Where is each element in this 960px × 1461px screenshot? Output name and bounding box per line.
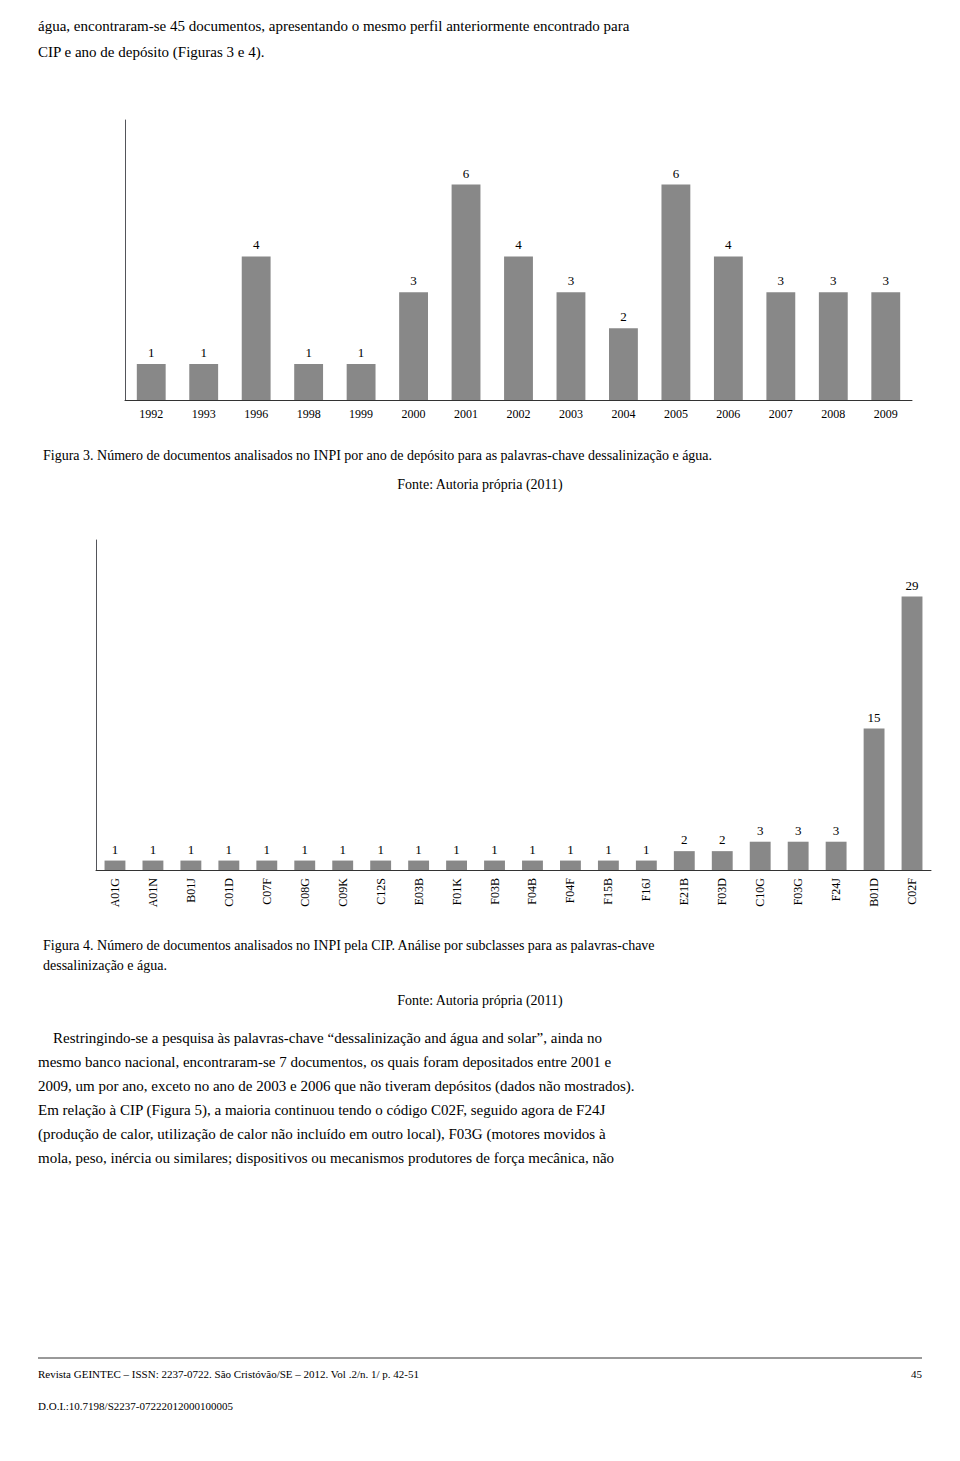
svg-text:1: 1 xyxy=(643,842,650,857)
svg-text:3: 3 xyxy=(833,823,840,838)
svg-text:dessalinização e água.: dessalinização e água. xyxy=(43,958,167,973)
svg-text:2002: 2002 xyxy=(507,407,531,421)
svg-text:1998: 1998 xyxy=(297,407,321,421)
svg-text:3: 3 xyxy=(795,823,802,838)
svg-text:Fonte: Autoria própria (2011): Fonte: Autoria própria (2011) xyxy=(397,993,563,1009)
svg-text:45: 45 xyxy=(911,1368,923,1380)
svg-text:F15B: F15B xyxy=(601,878,615,905)
svg-text:F03B: F03B xyxy=(488,878,502,905)
svg-text:1: 1 xyxy=(264,842,271,857)
svg-text:1: 1 xyxy=(226,842,233,857)
svg-text:1: 1 xyxy=(339,842,346,857)
svg-text:2004: 2004 xyxy=(611,407,635,421)
svg-text:1: 1 xyxy=(491,842,498,857)
svg-text:D.O.I.:10.7198/S2237-072220120: D.O.I.:10.7198/S2237-07222012000100005 xyxy=(38,1400,233,1412)
svg-text:água, encontraram-se 45 docume: água, encontraram-se 45 documentos, apre… xyxy=(38,18,630,34)
svg-text:F16J: F16J xyxy=(639,878,653,902)
svg-text:C10G: C10G xyxy=(753,878,767,907)
svg-text:C02F: C02F xyxy=(905,878,919,905)
svg-text:4: 4 xyxy=(515,237,522,252)
svg-text:Revista GEINTEC – ISSN: 2237-0: Revista GEINTEC – ISSN: 2237-0722. São C… xyxy=(38,1368,419,1380)
svg-text:F24J: F24J xyxy=(829,878,843,902)
svg-text:1: 1 xyxy=(358,345,365,360)
svg-text:4: 4 xyxy=(253,237,260,252)
svg-text:1: 1 xyxy=(200,345,207,360)
svg-text:1: 1 xyxy=(567,842,574,857)
svg-text:2001: 2001 xyxy=(454,407,478,421)
svg-text:2: 2 xyxy=(719,832,726,847)
svg-text:4: 4 xyxy=(725,237,732,252)
svg-text:3: 3 xyxy=(778,273,785,288)
svg-text:F04F: F04F xyxy=(563,878,577,904)
svg-text:F03D: F03D xyxy=(715,878,729,906)
svg-text:6: 6 xyxy=(673,166,680,181)
svg-text:mesmo banco nacional, encontra: mesmo banco nacional, encontraram-se 7 d… xyxy=(38,1054,612,1070)
svg-text:1: 1 xyxy=(377,842,384,857)
svg-text:Em relação à CIP (Figura 5), a: Em relação à CIP (Figura 5), a maioria c… xyxy=(38,1102,605,1119)
svg-text:6: 6 xyxy=(463,166,470,181)
svg-text:1: 1 xyxy=(605,842,612,857)
svg-text:C08G: C08G xyxy=(298,878,312,907)
svg-text:1: 1 xyxy=(148,345,155,360)
svg-text:mola, peso, inércia ou similar: mola, peso, inércia ou similares; dispos… xyxy=(38,1150,614,1166)
svg-text:CIP e ano de depósito (Figuras: CIP e ano de depósito (Figuras 3 e 4). xyxy=(38,44,265,61)
svg-text:1993: 1993 xyxy=(192,407,216,421)
svg-text:1: 1 xyxy=(453,842,460,857)
svg-text:C12S: C12S xyxy=(374,878,388,905)
svg-text:1996: 1996 xyxy=(244,407,268,421)
svg-text:1: 1 xyxy=(302,842,309,857)
svg-text:(produção de calor, utilização: (produção de calor, utilização de calor … xyxy=(38,1126,606,1143)
svg-text:15: 15 xyxy=(868,710,881,725)
svg-text:2005: 2005 xyxy=(664,407,688,421)
svg-text:2008: 2008 xyxy=(821,407,845,421)
svg-text:1: 1 xyxy=(112,842,119,857)
svg-text:2000: 2000 xyxy=(402,407,426,421)
svg-text:F04B: F04B xyxy=(525,878,539,905)
svg-text:2003: 2003 xyxy=(559,407,583,421)
svg-text:3: 3 xyxy=(757,823,764,838)
svg-text:Restringindo-se a pesquisa às: Restringindo-se a pesquisa às palavras-c… xyxy=(38,1030,602,1046)
svg-text:3: 3 xyxy=(410,273,417,288)
svg-text:1: 1 xyxy=(188,842,195,857)
svg-text:1: 1 xyxy=(150,842,157,857)
svg-text:F03G: F03G xyxy=(791,878,805,906)
svg-text:2: 2 xyxy=(620,309,627,324)
svg-text:C09K: C09K xyxy=(336,878,350,907)
svg-text:1992: 1992 xyxy=(139,407,163,421)
svg-text:1: 1 xyxy=(305,345,312,360)
svg-text:1: 1 xyxy=(415,842,422,857)
svg-text:2006: 2006 xyxy=(716,407,740,421)
svg-text:E21B: E21B xyxy=(677,878,691,905)
svg-text:2009, um por ano, exceto no an: 2009, um por ano, exceto no ano de 2003 … xyxy=(38,1078,635,1095)
svg-text:A01N: A01N xyxy=(146,878,160,908)
svg-text:E03B: E03B xyxy=(412,878,426,905)
svg-text:Figura 4. Número de documentos: Figura 4. Número de documentos analisado… xyxy=(43,938,655,953)
svg-text:C01D: C01D xyxy=(222,878,236,907)
svg-text:C07F: C07F xyxy=(260,878,274,905)
svg-text:F01K: F01K xyxy=(450,878,464,906)
svg-text:3: 3 xyxy=(883,273,890,288)
svg-text:Fonte: Autoria própria (2011): Fonte: Autoria própria (2011) xyxy=(397,477,563,493)
svg-text:29: 29 xyxy=(906,578,919,593)
svg-text:3: 3 xyxy=(830,273,837,288)
svg-text:2007: 2007 xyxy=(769,407,793,421)
svg-text:B01D: B01D xyxy=(867,878,881,907)
svg-text:2009: 2009 xyxy=(874,407,898,421)
svg-text:3: 3 xyxy=(568,273,575,288)
svg-text:Figura 3. Número de documentos: Figura 3. Número de documentos analisado… xyxy=(43,448,712,463)
svg-text:A01G: A01G xyxy=(108,878,122,908)
svg-text:2: 2 xyxy=(681,832,688,847)
svg-text:1999: 1999 xyxy=(349,407,373,421)
svg-text:1: 1 xyxy=(529,842,536,857)
svg-text:B01J: B01J xyxy=(184,878,198,903)
